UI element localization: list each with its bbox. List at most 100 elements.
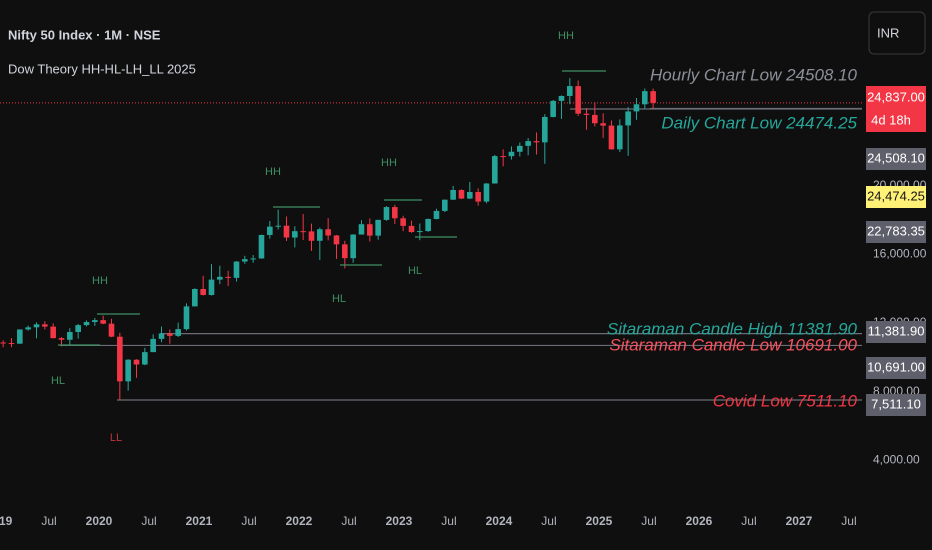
- candle-body: [525, 141, 531, 146]
- level-tag-bg: [866, 357, 926, 379]
- price-tag-bg: [866, 221, 926, 243]
- level-tag: 10,691.00: [867, 359, 925, 374]
- button-label[interactable]: INR: [877, 25, 899, 40]
- candle-body: [408, 225, 415, 233]
- candle-body: [150, 338, 156, 353]
- candle-body: [83, 322, 90, 326]
- x-tick-label: Jul: [441, 514, 456, 528]
- candle-body: [625, 111, 631, 126]
- candle-body: [108, 323, 115, 337]
- x-tick-label: 2027: [786, 514, 813, 528]
- candle-body: [475, 191, 481, 202]
- x-tick-label: Jul: [841, 514, 856, 528]
- level-tag-bg: [866, 186, 926, 208]
- candle-body: [358, 224, 365, 235]
- candle-body: [58, 338, 65, 340]
- level-tag: 24,474.25: [867, 188, 925, 203]
- candle-body: [33, 324, 40, 328]
- candle-body: [67, 332, 73, 340]
- candle-body: [308, 231, 315, 241]
- level-name: Daily Chart Low 24474.25: [661, 113, 857, 132]
- button-frame[interactable]: [868, 11, 926, 55]
- candle-body: [158, 333, 165, 339]
- x-tick-label: Jul: [141, 514, 156, 528]
- candle-body: [50, 326, 56, 339]
- candle-body: [333, 235, 340, 245]
- candle-body: [283, 225, 290, 238]
- level-tag-bg: [866, 394, 926, 416]
- price-tag: 22,783.35: [867, 223, 925, 238]
- x-tick-label: 2025: [586, 514, 613, 528]
- level-tag-bg: [866, 321, 926, 343]
- candle-body: [392, 207, 398, 219]
- candle-body: [233, 261, 240, 278]
- candle-body: [450, 190, 456, 200]
- swing-lines: [58, 70, 606, 346]
- indicator-name: Dow Theory HH-HL-LH_LL 2025: [8, 61, 196, 76]
- price-axis: 4,000.008,000.0012,000.0016,000.0020,000…: [866, 86, 927, 466]
- currency-button[interactable]: INR: [868, 11, 926, 55]
- plot-area: [0, 78, 862, 401]
- candle-body: [175, 329, 181, 336]
- x-tick-label: Jul: [641, 514, 656, 528]
- candle-body: [75, 325, 81, 333]
- candle-body: [92, 320, 98, 323]
- candle-body: [125, 359, 131, 382]
- candle-body: [317, 229, 323, 241]
- level-tag: 7,511.10: [871, 396, 921, 411]
- candle-body: [367, 224, 373, 236]
- candle-body: [517, 145, 523, 152]
- x-tick-label: 2021: [186, 514, 213, 528]
- candle-body: [42, 324, 48, 327]
- swing-label: HH: [381, 157, 397, 169]
- symbol-title: Nifty 50 Index · 1M · NSE: [8, 27, 161, 42]
- candle-body: [242, 259, 248, 262]
- candle-body: [200, 289, 206, 295]
- candle-body: [650, 91, 656, 103]
- candle-body: [542, 116, 548, 143]
- y-tick-label: 4,000.00: [873, 452, 920, 466]
- candle-body: [642, 91, 648, 105]
- last-price-tag-bg: [866, 86, 926, 132]
- candle-body: [250, 258, 256, 260]
- candle-body: [375, 219, 381, 236]
- swing-label: LL: [110, 432, 122, 444]
- candle-body: [275, 225, 281, 227]
- candle-body: [383, 207, 390, 220]
- candle-body: [258, 234, 265, 259]
- x-tick-label: Jul: [541, 514, 556, 528]
- candle-body: [567, 86, 573, 96]
- candle-body: [600, 123, 606, 126]
- x-tick-label: Jul: [41, 514, 56, 528]
- candle-body: [17, 329, 23, 344]
- candle-body: [300, 231, 306, 233]
- candle-body: [533, 141, 540, 143]
- candle-body: [492, 156, 498, 184]
- x-tick-label: 2023: [386, 514, 413, 528]
- x-tick-label: Jul: [241, 514, 256, 528]
- candle-body: [292, 231, 298, 238]
- candle-body: [167, 333, 173, 336]
- candle-body: [225, 276, 231, 278]
- level-tag: 24,508.10: [867, 150, 925, 165]
- candle-body: [325, 229, 331, 236]
- candle-body: [100, 320, 106, 324]
- level-name: Sitaraman Candle High 11381.90: [607, 319, 858, 338]
- x-tick-label: 2026: [686, 514, 713, 528]
- candle-body: [417, 231, 423, 233]
- x-tick-label: 2022: [286, 514, 313, 528]
- level-name: Hourly Chart Low 24508.10: [650, 65, 858, 84]
- candle-body: [183, 306, 190, 330]
- candle-body: [583, 113, 590, 115]
- last-price-tag: 24,837.00: [867, 89, 925, 104]
- candle-body: [133, 359, 140, 365]
- candle-body: [208, 279, 215, 295]
- candle-body: [592, 114, 598, 124]
- candle-body: [425, 218, 431, 232]
- candle-body: [608, 125, 615, 150]
- candle-body: [0, 342, 6, 344]
- swing-label: HL: [51, 375, 65, 387]
- level-name: Covid Low 7511.10: [713, 391, 858, 410]
